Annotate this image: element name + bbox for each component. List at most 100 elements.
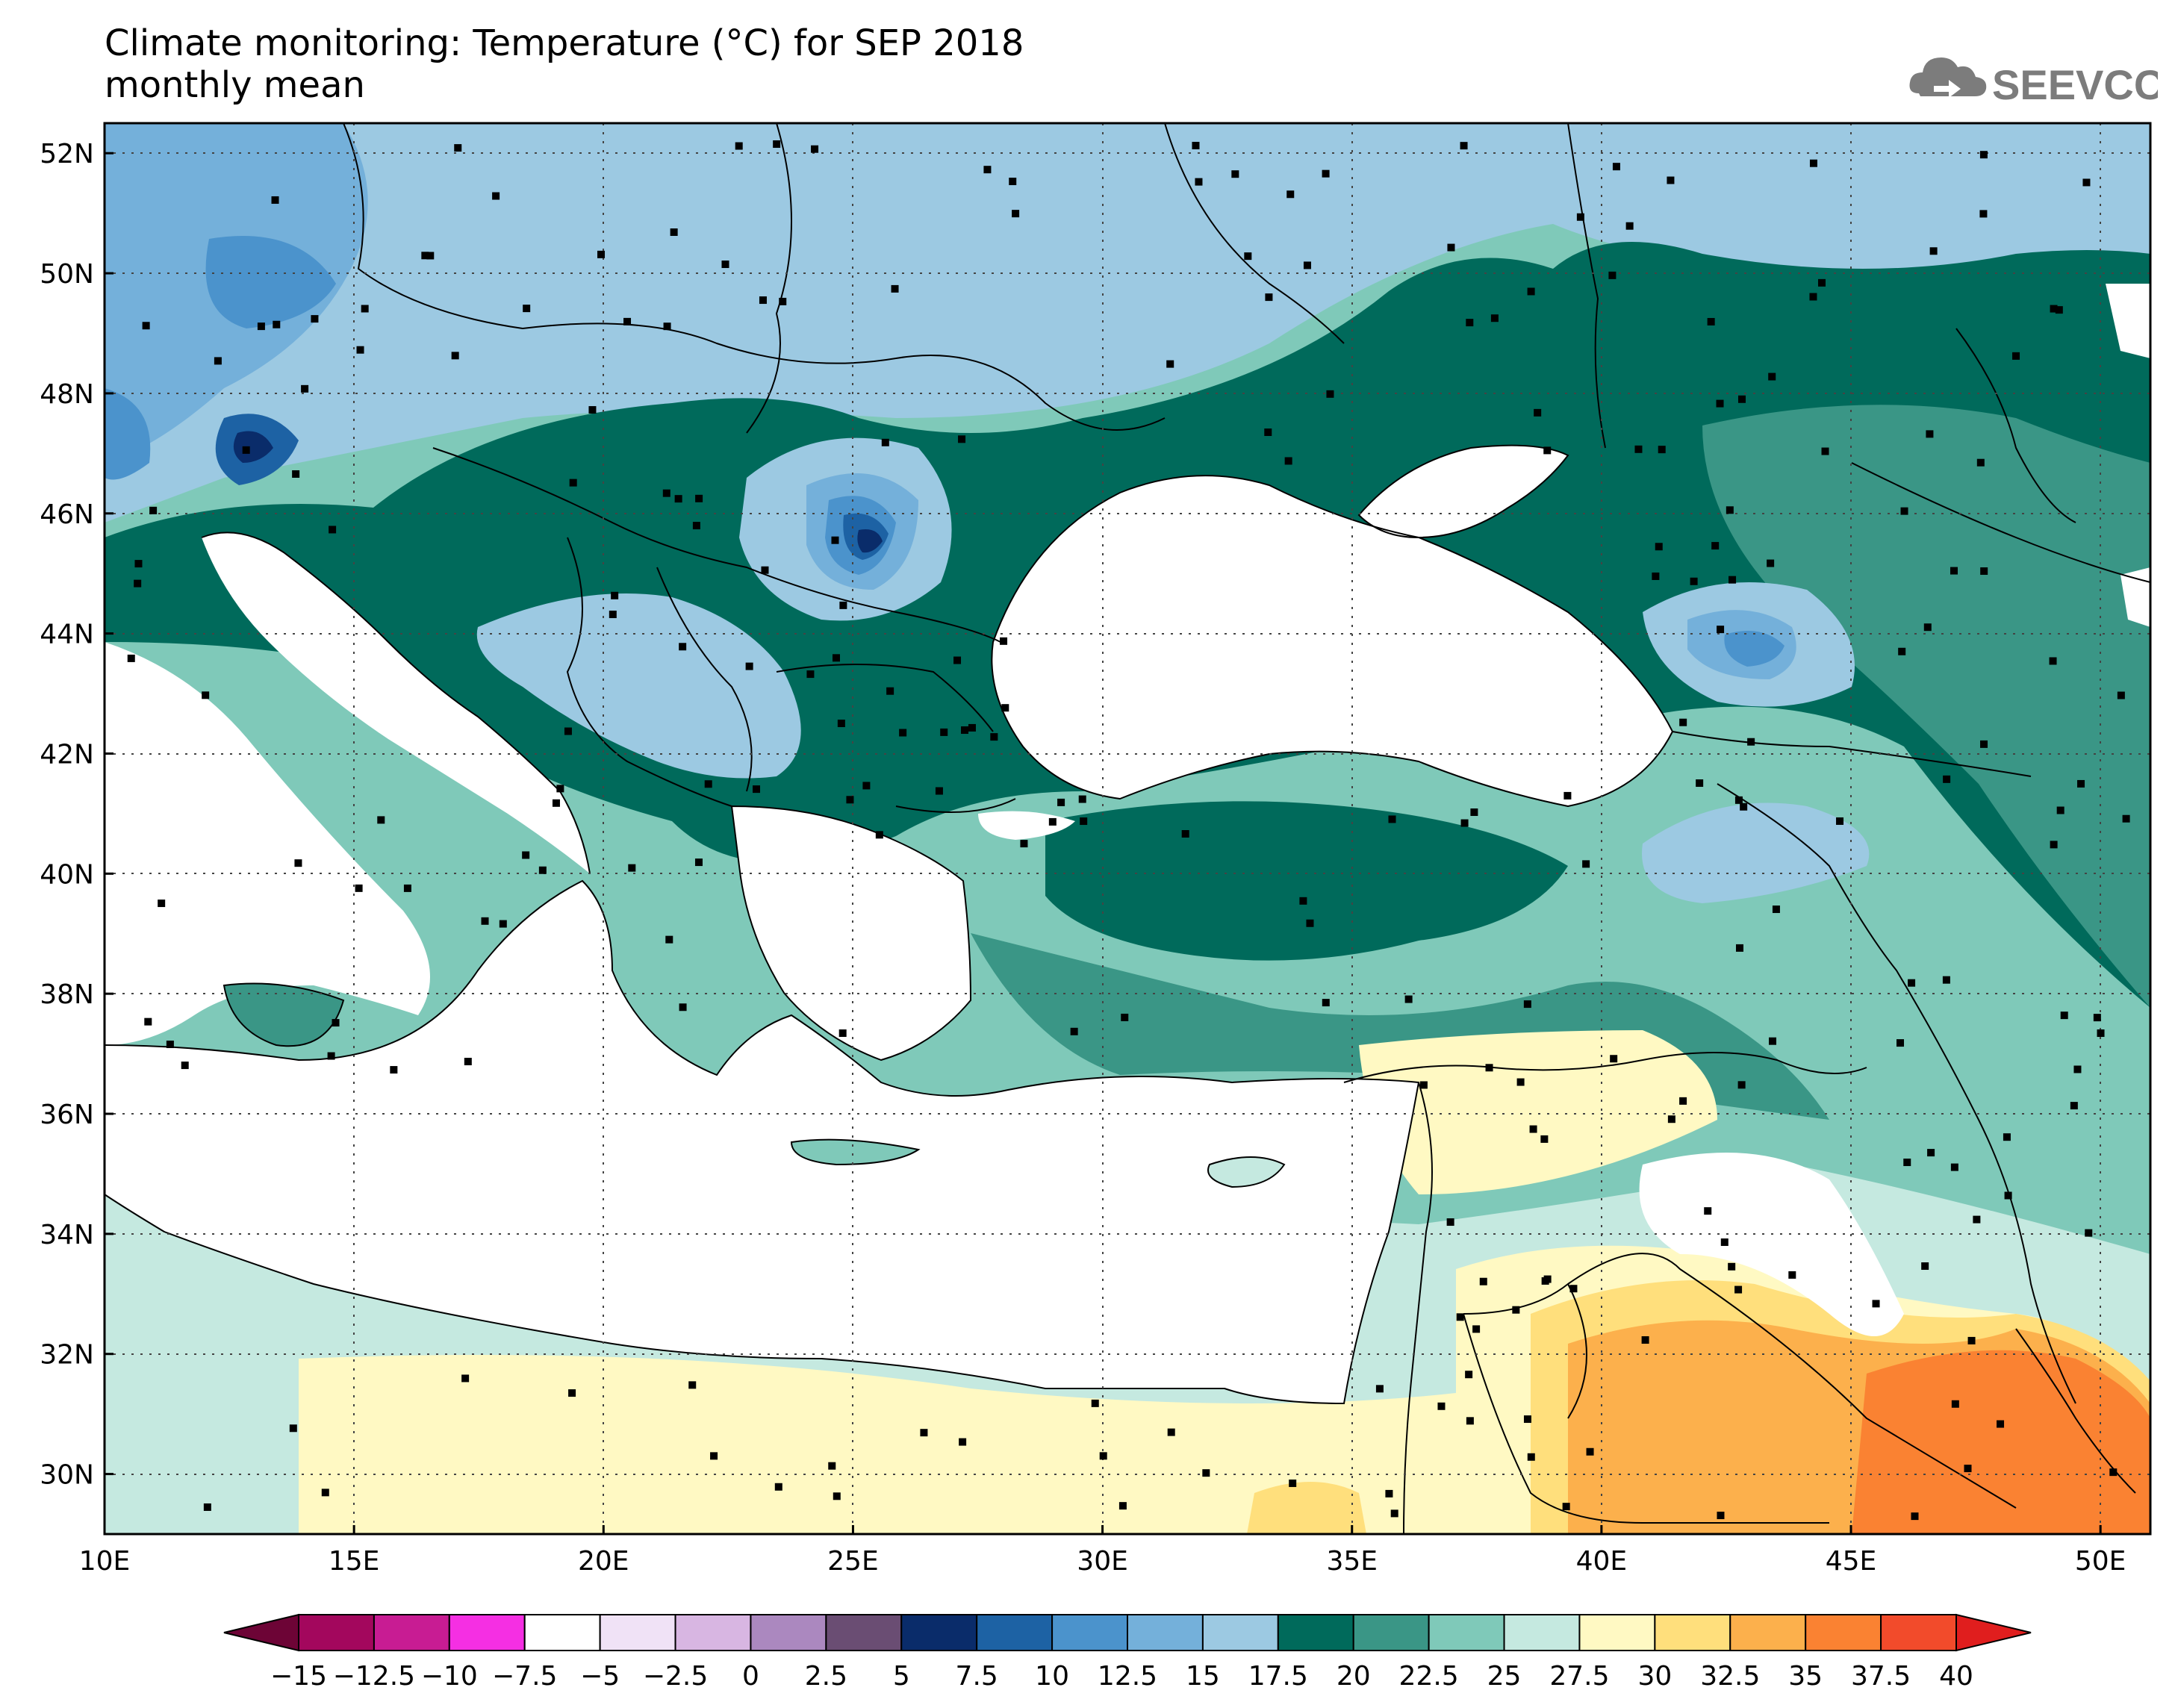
station-marker (361, 305, 369, 313)
station-marker (569, 479, 577, 487)
station-marker (271, 196, 279, 204)
colorbar-label: 32.5 (1700, 1661, 1760, 1692)
station-marker (242, 446, 250, 454)
station-marker (628, 864, 636, 872)
station-marker (127, 654, 135, 662)
colorbar-label: −2.5 (643, 1661, 708, 1692)
adriatic-sea (202, 532, 590, 873)
lat-tick-label: 52N (40, 139, 94, 169)
black-sea (992, 476, 1673, 806)
lat-tick-label: 30N (40, 1460, 94, 1491)
station-marker (886, 687, 894, 695)
station-marker (1769, 1037, 1777, 1045)
station-marker (1244, 252, 1252, 261)
station-marker (294, 859, 302, 867)
station-marker (721, 261, 729, 269)
station-marker (1460, 819, 1469, 827)
lat-tick-label: 32N (40, 1340, 94, 1371)
station-marker (332, 1019, 340, 1027)
station-marker (1608, 271, 1617, 279)
station-marker (2117, 691, 2125, 699)
sicily (224, 983, 343, 1047)
colorbar-label: 17.5 (1248, 1661, 1308, 1692)
station-marker (1929, 247, 1938, 255)
station-marker (1788, 1271, 1796, 1279)
station-marker (1809, 293, 1817, 301)
station-marker (1950, 1163, 1958, 1171)
station-marker (588, 406, 597, 414)
station-marker (1121, 1013, 1129, 1021)
station-marker (1898, 647, 1906, 655)
station-marker (1658, 446, 1666, 454)
station-marker (492, 192, 500, 200)
station-marker (1772, 906, 1780, 914)
station-marker (1821, 447, 1829, 455)
station-marker (1404, 995, 1413, 1003)
station-marker (1192, 142, 1200, 150)
station-marker (421, 252, 429, 260)
station-marker (609, 611, 617, 619)
station-marker (1625, 222, 1634, 230)
temperature-field (105, 123, 2150, 1534)
station-marker (1231, 170, 1239, 178)
colorbar-swatch (674, 1614, 752, 1651)
station-marker (1818, 278, 1826, 287)
station-marker (1527, 287, 1535, 296)
station-marker (1385, 1489, 1393, 1497)
station-marker (1563, 791, 1572, 800)
station-marker (773, 140, 781, 149)
station-marker (1967, 1336, 1976, 1344)
station-marker (403, 884, 411, 892)
station-marker (1696, 779, 1704, 788)
station-marker (1523, 1415, 1531, 1424)
station-marker (1768, 373, 1776, 381)
station-marker (2082, 178, 2091, 187)
station-marker (1446, 1218, 1454, 1227)
station-marker (597, 250, 606, 258)
station-marker (1717, 1512, 1725, 1520)
colorbar-swatch (1503, 1614, 1581, 1651)
station-marker (1943, 775, 1951, 783)
station-marker (1809, 159, 1817, 167)
colorbar-underflow-arrow (223, 1613, 299, 1652)
logo-text: SEEVCCC (1992, 61, 2158, 108)
station-marker (1655, 543, 1663, 551)
station-marker (862, 782, 871, 790)
station-marker (568, 1389, 576, 1397)
station-marker (1576, 213, 1584, 221)
station-marker (735, 142, 743, 150)
colorbar-overflow-arrow (1955, 1613, 2032, 1652)
station-marker (181, 1062, 189, 1070)
colorbar-label: 20 (1337, 1661, 1371, 1692)
station-marker (1202, 1469, 1210, 1477)
colorbar-label: 10 (1035, 1661, 1069, 1692)
station-marker (1586, 1447, 1594, 1456)
station-marker (1997, 1420, 2005, 1428)
station-marker (273, 320, 281, 328)
station-marker (311, 315, 319, 323)
station-marker (990, 733, 998, 741)
station-marker (1523, 1000, 1531, 1009)
station-marker (665, 935, 673, 944)
cyprus (1208, 1157, 1284, 1187)
station-marker (2093, 1014, 2101, 1022)
station-marker (464, 1058, 472, 1066)
station-marker (1980, 740, 1988, 748)
station-marker (983, 166, 992, 174)
station-marker (1927, 1149, 1935, 1157)
station-marker (935, 787, 943, 795)
lat-tick-label: 46N (40, 499, 94, 530)
station-marker (1456, 1313, 1464, 1321)
colorbar-label: 15 (1186, 1661, 1220, 1692)
station-marker (461, 1374, 470, 1383)
station-marker (2003, 1133, 2011, 1141)
lat-tick-label: 40N (40, 859, 94, 890)
station-marker (838, 1029, 847, 1037)
station-marker (1716, 399, 1724, 408)
caspian-edge (2106, 284, 2150, 358)
station-marker (1534, 408, 1542, 417)
title-line-2: monthly mean (105, 64, 365, 106)
station-marker (745, 662, 753, 670)
station-marker (670, 228, 678, 237)
